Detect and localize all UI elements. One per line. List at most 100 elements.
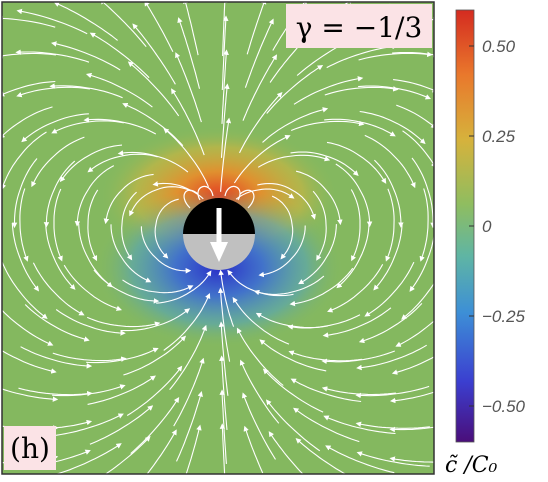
streamline [175,52,202,123]
streamline [86,316,161,328]
colorbar-tick-label: 0.25 [482,127,516,146]
streamline [395,320,434,347]
streamline [55,443,122,474]
panel-label-text: (h) [10,432,50,465]
streamline [185,424,202,474]
streamline [32,262,85,316]
streamline [52,352,127,362]
streamline [287,314,361,330]
streamline [243,425,264,474]
streamline [324,86,399,96]
streamline [265,399,321,452]
streamline [45,223,76,290]
streamline [222,2,228,57]
streamline [31,136,85,188]
streamline [239,92,283,154]
streamline [2,350,57,374]
streamline [11,222,40,292]
streamline [11,158,38,229]
streamline [87,153,158,173]
colorbar-ticks: 0.50 0.25 0 −0.25 −0.50 [469,37,526,416]
parameter-label: γ = −1/3 [286,4,432,48]
streamline [87,189,99,262]
streamline [2,260,48,319]
streamline [239,359,280,424]
streamline [99,2,147,48]
streamline [259,339,327,372]
particle [183,185,255,270]
streamline [321,350,395,365]
streamline [52,413,124,437]
panel-label: (h) [4,426,56,470]
streamline [322,307,392,338]
streamline [396,104,434,129]
streamline [21,113,89,143]
streamline [218,269,235,327]
streamline [140,226,192,274]
streamline [121,191,137,261]
streamline [55,309,126,336]
streamline [169,324,207,390]
streamline [123,335,187,376]
streamline [290,120,365,132]
near-field-loops [183,185,255,209]
streamline [16,8,88,35]
plot-frame [1,1,435,475]
streamline [130,396,180,454]
streamline [2,106,53,139]
colorbar-tick-label: 0.50 [482,37,516,56]
streamline [85,72,153,108]
streamline [295,438,347,474]
streamline [173,357,205,427]
colorbar-tick-label: −0.25 [482,307,526,326]
streamline [232,296,290,345]
streamline [221,49,229,124]
streamline [2,15,56,28]
streamline [156,270,212,304]
streamline [176,391,203,462]
streamline [271,195,294,260]
streamline [350,189,361,262]
streamline [244,18,274,88]
streamline [53,188,63,262]
streamline [126,365,183,416]
streamline [326,141,387,184]
streamline [177,17,201,89]
streamline [236,327,284,386]
streamline [2,52,56,59]
streamline [63,264,123,311]
streamline [49,83,123,99]
streamline [19,188,29,262]
streamline [356,451,430,467]
streamline [385,188,395,262]
streamline [358,303,423,344]
streamline [411,157,434,229]
streamline [93,269,160,304]
streamline [355,385,430,399]
panel-label-box [4,426,56,470]
streamline [87,375,156,405]
streamline [402,130,434,169]
streamline [257,182,316,220]
streamline [356,344,427,371]
streamline [18,387,93,397]
streamline [327,264,384,313]
streamline [262,107,329,143]
streamline [122,102,184,147]
streamline [258,225,306,278]
streamline [152,181,204,200]
streamline [392,51,434,58]
streamline [389,391,434,404]
streamline [15,49,90,63]
streamline [183,2,199,56]
streamline [289,267,354,307]
streamline [257,154,331,168]
streamline [2,388,59,402]
streamline [51,41,121,71]
streamline [129,186,192,217]
streamline [373,223,403,291]
streamline [358,51,433,61]
streamline [43,160,76,228]
streamline [52,384,126,397]
